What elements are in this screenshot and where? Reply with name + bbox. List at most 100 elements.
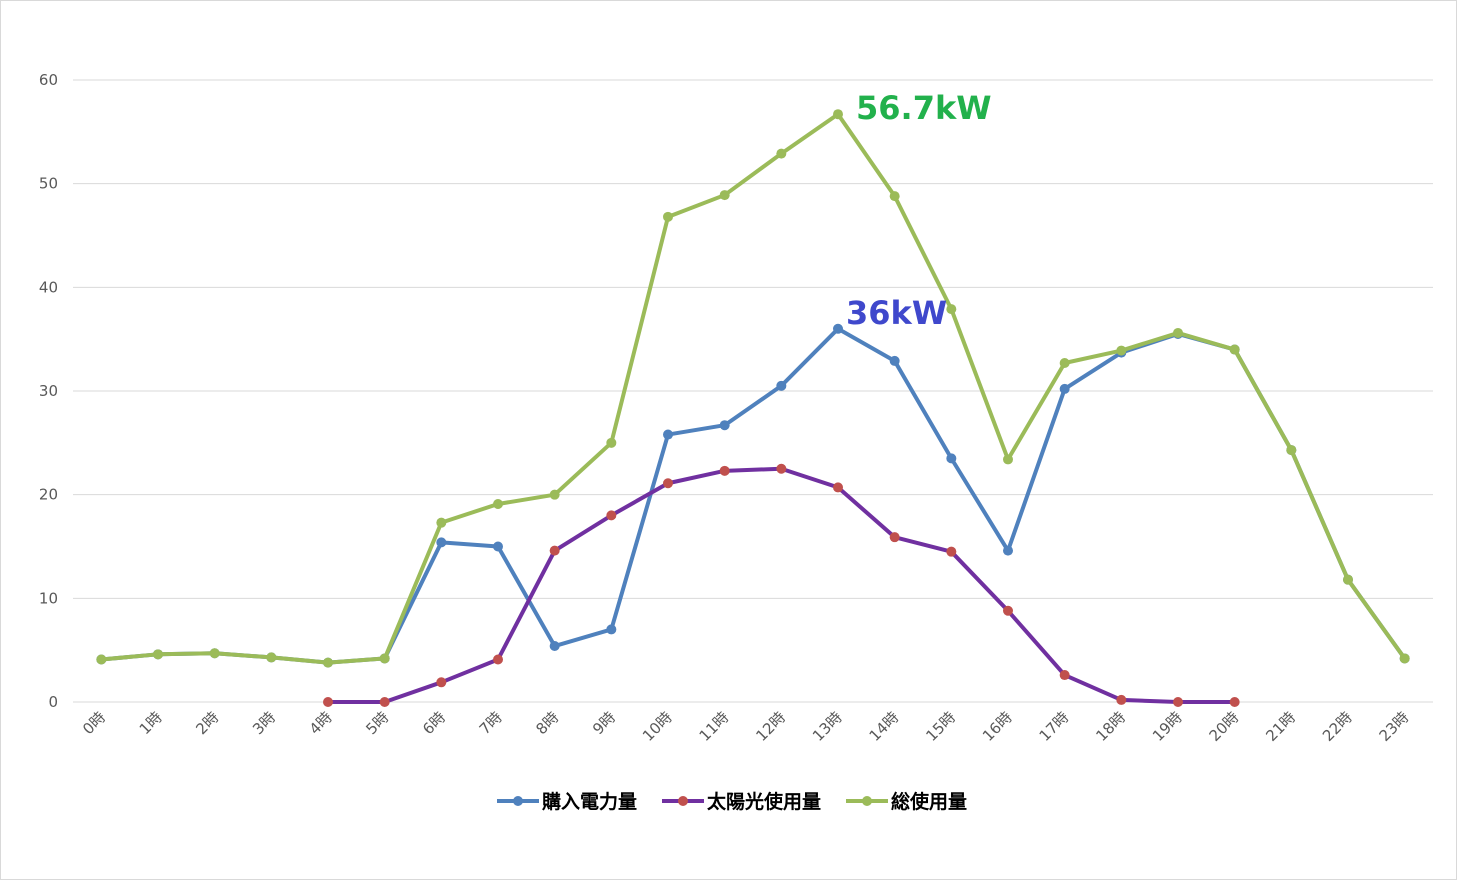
x-tick-label: 12時 — [752, 708, 789, 745]
data-point-purchase[interactable] — [1003, 545, 1013, 556]
series-line-purchase — [99, 326, 1407, 665]
data-point-total[interactable] — [266, 652, 277, 663]
x-tick-label: 11時 — [696, 708, 733, 745]
legend-marker-purchase — [513, 796, 523, 806]
data-point-total[interactable] — [436, 517, 447, 528]
data-point-solar[interactable] — [1003, 605, 1013, 616]
data-point-total[interactable] — [549, 489, 560, 500]
data-point-solar[interactable] — [1059, 670, 1070, 681]
data-point-total[interactable] — [96, 654, 107, 665]
data-point-purchase[interactable] — [776, 380, 787, 391]
data-point-purchase[interactable] — [946, 453, 957, 464]
y-tick-label: 0 — [48, 693, 58, 711]
x-tick-label: 7時 — [476, 708, 506, 738]
data-point-total[interactable] — [663, 211, 673, 222]
x-tick-label: 9時 — [589, 708, 619, 738]
x-tick-label: 6時 — [419, 708, 449, 738]
x-tick-label: 23時 — [1376, 708, 1413, 745]
data-point-total[interactable] — [719, 190, 730, 201]
x-tick-label: 10時 — [639, 708, 676, 745]
data-point-total[interactable] — [1343, 574, 1353, 585]
data-point-total[interactable] — [1059, 358, 1070, 369]
data-point-total[interactable] — [1229, 344, 1240, 355]
data-point-purchase[interactable] — [493, 541, 503, 552]
data-point-total[interactable] — [889, 191, 900, 202]
data-point-solar[interactable] — [1229, 697, 1240, 707]
data-point-total[interactable] — [379, 653, 390, 664]
data-point-solar[interactable] — [436, 677, 447, 688]
data-point-purchase[interactable] — [549, 641, 560, 652]
data-point-total[interactable] — [776, 148, 787, 159]
legend-item-purchase[interactable]: 購入電力量 — [497, 790, 637, 813]
legend-item-solar[interactable]: 太陽光使用量 — [662, 790, 821, 813]
data-point-solar[interactable] — [379, 697, 390, 707]
series-line-total — [99, 112, 1407, 665]
data-point-purchase[interactable] — [719, 420, 730, 431]
data-point-total[interactable] — [493, 498, 503, 509]
legend-label-purchase: 購入電力量 — [542, 790, 637, 813]
data-point-solar[interactable] — [549, 545, 560, 556]
y-tick-label: 20 — [39, 486, 58, 504]
y-tick-label: 60 — [39, 71, 58, 89]
legend-marker-total — [862, 796, 872, 806]
series-total — [96, 109, 1410, 668]
series-purchase — [96, 323, 1410, 668]
series-solar — [323, 463, 1240, 707]
x-tick-label: 8時 — [532, 708, 562, 738]
x-tick-label: 3時 — [249, 708, 279, 738]
y-tick-label: 40 — [39, 278, 58, 296]
x-axis: 0時 1時 2時 3時 4時 5時 6時 7時 8時 9時 10時 11時 12時 13時 14時 15時 16… — [79, 708, 1412, 745]
data-point-total[interactable] — [946, 304, 957, 315]
data-point-purchase[interactable] — [663, 429, 673, 440]
data-point-solar[interactable] — [719, 465, 730, 476]
legend-item-total[interactable]: 総使用量 — [846, 790, 967, 813]
legend-marker-solar — [678, 796, 688, 806]
x-tick-label: 5時 — [362, 708, 392, 738]
data-point-total[interactable] — [209, 648, 220, 659]
annotations: 56.7kW 36kW — [846, 89, 992, 332]
x-tick-label: 21時 — [1262, 708, 1299, 745]
x-tick-label: 22時 — [1319, 708, 1356, 745]
y-tick-label: 30 — [39, 382, 58, 400]
data-point-total[interactable] — [833, 109, 843, 120]
data-point-total[interactable] — [1399, 653, 1410, 664]
data-point-total[interactable] — [323, 657, 333, 668]
data-point-solar[interactable] — [1173, 697, 1183, 707]
data-point-solar[interactable] — [946, 546, 957, 557]
data-point-solar[interactable] — [1116, 694, 1127, 705]
data-point-purchase[interactable] — [606, 624, 617, 635]
legend-label-total: 総使用量 — [891, 790, 967, 813]
x-tick-label: 20時 — [1206, 708, 1243, 745]
series-line-solar — [326, 466, 1237, 704]
data-point-solar[interactable] — [663, 478, 673, 489]
x-tick-label: 4時 — [306, 708, 336, 738]
data-point-total[interactable] — [1116, 345, 1127, 356]
data-point-solar[interactable] — [833, 482, 843, 493]
data-point-total[interactable] — [1003, 454, 1013, 465]
data-point-total[interactable] — [1173, 327, 1183, 338]
data-point-total[interactable] — [606, 437, 617, 448]
data-point-total[interactable] — [153, 649, 163, 660]
y-tick-label: 10 — [39, 589, 58, 607]
x-tick-label: 14時 — [866, 708, 903, 745]
data-point-purchase[interactable] — [1059, 383, 1070, 394]
data-point-purchase[interactable] — [833, 323, 843, 334]
data-point-purchase[interactable] — [436, 537, 447, 548]
data-point-solar[interactable] — [776, 463, 787, 474]
legend: 購入電力量 太陽光使用量 総使用量 — [497, 790, 967, 813]
data-point-solar[interactable] — [323, 697, 333, 707]
x-tick-label: 2時 — [192, 708, 222, 738]
data-point-total[interactable] — [1286, 445, 1297, 456]
data-point-purchase[interactable] — [889, 355, 900, 366]
x-tick-label: 13時 — [809, 708, 846, 745]
data-point-solar[interactable] — [493, 654, 503, 665]
annotation-peak-total: 56.7kW — [856, 89, 992, 127]
data-point-solar[interactable] — [889, 532, 900, 543]
data-point-solar[interactable] — [606, 510, 617, 521]
x-tick-label: 18時 — [1092, 708, 1129, 745]
legend-label-solar: 太陽光使用量 — [707, 790, 821, 813]
y-tick-label: 50 — [39, 175, 58, 193]
x-tick-label: 0時 — [79, 708, 109, 738]
